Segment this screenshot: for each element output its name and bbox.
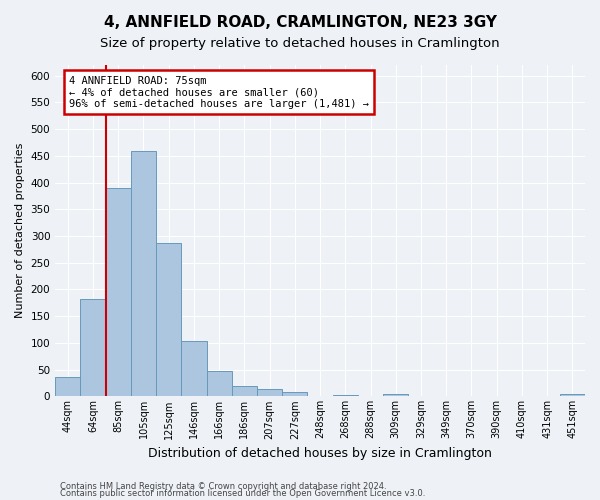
Bar xyxy=(131,150,156,396)
Bar xyxy=(181,342,206,396)
Bar xyxy=(232,386,257,396)
Bar xyxy=(80,299,106,396)
Text: Contains HM Land Registry data © Crown copyright and database right 2024.: Contains HM Land Registry data © Crown c… xyxy=(60,482,386,491)
X-axis label: Distribution of detached houses by size in Cramlington: Distribution of detached houses by size … xyxy=(148,447,492,460)
Bar xyxy=(257,389,282,396)
Text: 4, ANNFIELD ROAD, CRAMLINGTON, NE23 3GY: 4, ANNFIELD ROAD, CRAMLINGTON, NE23 3GY xyxy=(104,15,497,30)
Bar xyxy=(156,243,181,396)
Bar xyxy=(106,188,131,396)
Bar xyxy=(55,376,80,396)
Bar xyxy=(560,394,585,396)
Bar xyxy=(383,394,409,396)
Text: Size of property relative to detached houses in Cramlington: Size of property relative to detached ho… xyxy=(100,38,500,51)
Bar xyxy=(332,395,358,396)
Text: Contains public sector information licensed under the Open Government Licence v3: Contains public sector information licen… xyxy=(60,490,425,498)
Y-axis label: Number of detached properties: Number of detached properties xyxy=(15,143,25,318)
Bar xyxy=(206,370,232,396)
Text: 4 ANNFIELD ROAD: 75sqm
← 4% of detached houses are smaller (60)
96% of semi-deta: 4 ANNFIELD ROAD: 75sqm ← 4% of detached … xyxy=(69,76,369,109)
Bar xyxy=(282,392,307,396)
